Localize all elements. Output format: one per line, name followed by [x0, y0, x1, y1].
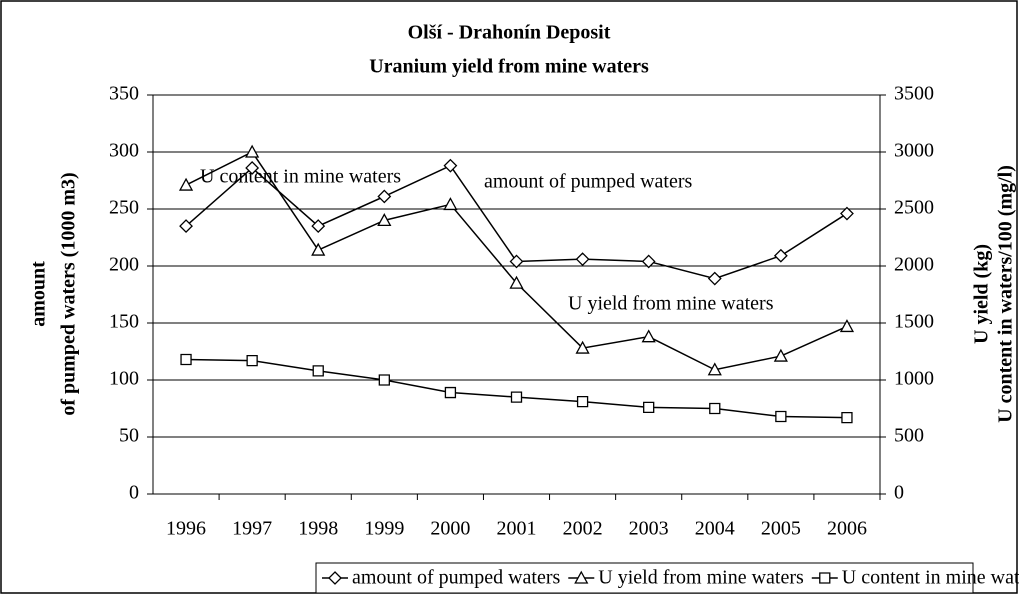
data-point [180, 353, 192, 366]
data-point [509, 254, 524, 269]
data-point [641, 329, 656, 343]
data-point [773, 348, 788, 362]
x-tick-label: 2002 [563, 518, 603, 540]
y-tick-label: 50 [119, 425, 139, 447]
data-point [178, 177, 194, 191]
data-point [179, 219, 193, 234]
data-point [245, 161, 260, 175]
data-point [775, 410, 787, 423]
x-tick-label: 1997 [232, 518, 272, 540]
data-point [641, 254, 656, 269]
x-tick-label: 1996 [166, 518, 206, 540]
legend-label: U content in mine waters [842, 567, 1019, 589]
data-point [377, 213, 392, 227]
y-tick-label: 250 [109, 197, 139, 219]
data-point [707, 362, 722, 376]
y2-axis-label: U content in waters/100 (mg/l) [995, 165, 1017, 423]
data-point [245, 144, 260, 158]
y-tick-label: 100 [109, 368, 139, 390]
data-point [575, 252, 590, 267]
y2-tick-label: 3500 [894, 83, 934, 105]
legend-marker [819, 572, 831, 584]
data-point [378, 374, 390, 386]
y2-tick-label: 1500 [894, 311, 934, 333]
legend-marker [328, 571, 342, 585]
y-tick-label: 350 [109, 83, 139, 105]
data-point [643, 401, 655, 414]
y-axis-label: of pumped waters (1000 m3) [58, 172, 80, 415]
data-point [444, 386, 457, 399]
annotation: U yield from mine waters [568, 293, 774, 315]
data-point [311, 242, 326, 256]
data-point [443, 197, 458, 211]
x-tick-label: 2003 [629, 518, 669, 540]
x-tick-label: 2006 [827, 518, 867, 540]
y2-tick-label: 2500 [894, 197, 934, 219]
y2-tick-label: 500 [894, 425, 924, 447]
data-point [576, 396, 589, 408]
y-tick-label: 200 [109, 254, 139, 276]
y-tick-label: 0 [129, 482, 139, 504]
legend-label: amount of pumped waters [352, 567, 560, 589]
data-point [575, 340, 590, 354]
data-point [246, 354, 258, 367]
y-tick-label: 300 [109, 140, 139, 162]
data-point [443, 158, 458, 173]
x-tick-label: 1999 [364, 518, 404, 540]
y2-tick-label: 2000 [894, 254, 934, 276]
data-point [707, 271, 722, 286]
legend-marker [574, 570, 589, 584]
data-point [773, 248, 788, 263]
x-tick-label: 2005 [761, 518, 801, 540]
data-point [510, 391, 523, 403]
data-point [509, 275, 524, 289]
chart-title: Olší - Drahonín Deposit [408, 22, 611, 44]
x-tick-label: 2001 [497, 518, 537, 540]
data-point [839, 319, 855, 333]
data-point [377, 189, 392, 204]
data-point [709, 402, 721, 415]
x-tick-label: 1998 [298, 518, 338, 540]
legend-label: U yield from mine waters [598, 567, 804, 589]
data-point [311, 219, 326, 234]
x-tick-label: 2000 [430, 518, 470, 540]
y-axis-label: amount [28, 261, 50, 327]
data-point [312, 365, 324, 377]
y2-tick-label: 0 [894, 482, 904, 504]
legend [315, 562, 974, 594]
chart-subtitle: Uranium yield from mine waters [369, 56, 649, 78]
x-tick-label: 2004 [695, 518, 735, 540]
y2-tick-label: 1000 [894, 368, 934, 390]
annotation: U content in mine waters [200, 166, 401, 188]
annotation: amount of pumped waters [484, 171, 692, 193]
y2-axis-label: U yield (kg) [971, 244, 993, 344]
y2-tick-label: 3000 [894, 140, 934, 162]
y-tick-label: 150 [109, 311, 139, 333]
data-point [841, 411, 853, 424]
data-point [840, 206, 854, 221]
